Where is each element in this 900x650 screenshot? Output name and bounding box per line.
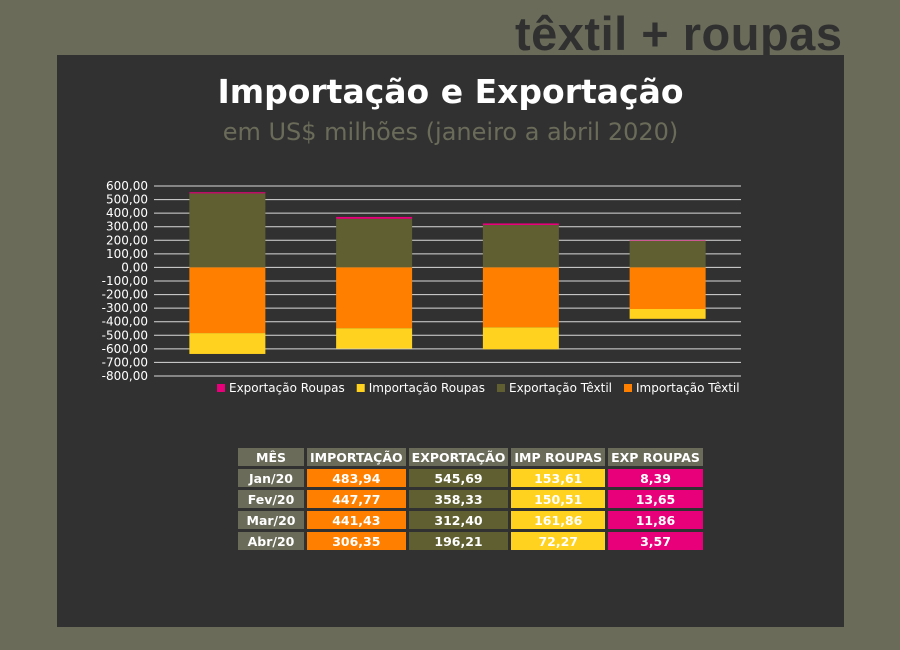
bar-exporta-o-roupas [189, 192, 266, 194]
cell-exportacao: 312,40 [408, 511, 509, 529]
table-row: Fev/20 447,77 358,33 150,51 13,65 [238, 490, 703, 508]
bar-importa-o-roupas [482, 327, 559, 350]
data-table: MÊS IMPORTAÇÃO EXPORTAÇÃO IMP ROUPAS EXP… [235, 445, 706, 553]
y-tick-label: 400,00 [106, 206, 148, 220]
cell-month: Mar/20 [238, 511, 304, 529]
stacked-bar-chart: 600,00500,00400,00300,00200,00100,000,00… [102, 179, 741, 395]
chart-subtitle: em US$ milhões (janeiro a abril 2020) [222, 118, 679, 146]
bar-exporta-o-roupas [336, 216, 413, 219]
y-tick-label: 500,00 [106, 193, 148, 207]
legend-swatch [217, 384, 225, 392]
bar-importa-o-t-xtil [482, 267, 559, 328]
y-tick-label: -400,00 [102, 315, 148, 329]
cell-exportacao: 545,69 [408, 469, 509, 487]
y-tick-label: 600,00 [106, 179, 148, 193]
legend-swatch [496, 384, 505, 392]
header-mes: MÊS [238, 448, 304, 466]
bar-importa-o-roupas [336, 328, 413, 349]
y-tick-label: -300,00 [102, 301, 148, 315]
chart-panel: Importação e Exportação em US$ milhões (… [57, 55, 844, 627]
legend-label: Importação Roupas [369, 381, 485, 395]
cell-exp-roupas: 13,65 [608, 490, 703, 508]
cell-month: Fev/20 [238, 490, 304, 508]
header-imp-roupas: IMP ROUPAS [511, 448, 606, 466]
y-tick-label: 300,00 [106, 220, 148, 234]
legend-swatch [356, 384, 365, 392]
bar-importa-o-t-xtil [189, 267, 266, 334]
cell-importacao: 441,43 [307, 511, 406, 529]
y-tick-label: -700,00 [102, 355, 148, 369]
cell-exp-roupas: 11,86 [608, 511, 703, 529]
bar-exporta-o-roupas [482, 223, 559, 226]
bar-importa-o-t-xtil [629, 267, 706, 310]
y-tick-label: -100,00 [102, 274, 148, 288]
bar-exporta-o-t-xtil [189, 193, 266, 268]
cell-month: Abr/20 [238, 532, 304, 550]
table-row: Abr/20 306,35 196,21 72,27 3,57 [238, 532, 703, 550]
cell-importacao: 306,35 [307, 532, 406, 550]
legend-label: Exportação Têxtil [509, 381, 612, 395]
y-tick-label: 0,00 [121, 260, 148, 274]
cell-exportacao: 196,21 [408, 532, 509, 550]
bar-exporta-o-t-xtil [336, 218, 413, 268]
y-tick-label: 100,00 [106, 247, 148, 261]
cell-exp-roupas: 3,57 [608, 532, 703, 550]
bar-importa-o-roupas [629, 309, 706, 319]
cell-exportacao: 358,33 [408, 490, 509, 508]
y-tick-label: -500,00 [102, 328, 148, 342]
y-tick-label: 200,00 [106, 233, 148, 247]
legend-label: Exportação Roupas [229, 381, 345, 395]
legend-label: Importação Têxtil [636, 381, 740, 395]
y-tick-label: -600,00 [102, 342, 148, 356]
cell-importacao: 483,94 [307, 469, 406, 487]
header-exportacao: EXPORTAÇÃO [408, 448, 509, 466]
cell-importacao: 447,77 [307, 490, 406, 508]
y-tick-label: -200,00 [102, 288, 148, 302]
header-importacao: IMPORTAÇÃO [307, 448, 406, 466]
header-exp-roupas: EXP ROUPAS [608, 448, 703, 466]
cell-imp-roupas: 72,27 [511, 532, 606, 550]
bar-exporta-o-roupas [629, 240, 706, 241]
bar-exporta-o-t-xtil [629, 240, 706, 268]
bar-importa-o-t-xtil [336, 267, 413, 329]
table-row: Mar/20 441,43 312,40 161,86 11,86 [238, 511, 703, 529]
cell-imp-roupas: 150,51 [511, 490, 606, 508]
table-header-row: MÊS IMPORTAÇÃO EXPORTAÇÃO IMP ROUPAS EXP… [238, 448, 703, 466]
table-row: Jan/20 483,94 545,69 153,61 8,39 [238, 469, 703, 487]
legend-swatch [624, 384, 633, 392]
cell-imp-roupas: 161,86 [511, 511, 606, 529]
chart-title: Importação e Exportação [217, 72, 684, 111]
brand-logo: têxtil + roupas [515, 7, 843, 60]
bar-exporta-o-t-xtil [482, 225, 559, 268]
bar-importa-o-roupas [189, 333, 266, 354]
y-tick-label: -800,00 [102, 369, 148, 383]
cell-exp-roupas: 8,39 [608, 469, 703, 487]
cell-month: Jan/20 [238, 469, 304, 487]
cell-imp-roupas: 153,61 [511, 469, 606, 487]
